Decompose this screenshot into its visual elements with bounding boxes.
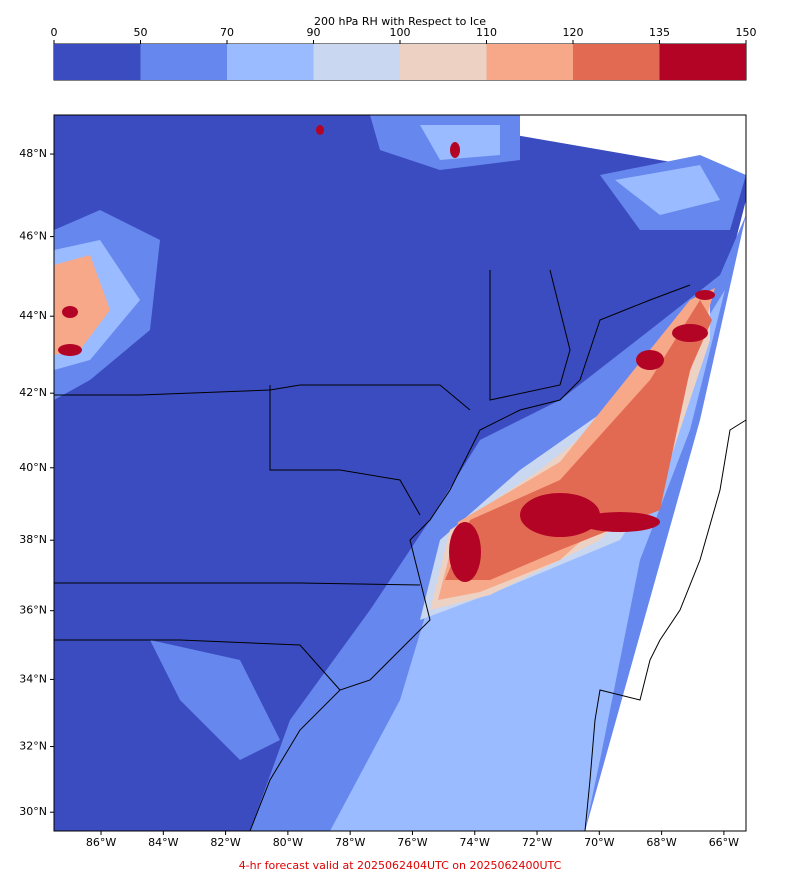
colorbar-segment (140, 44, 227, 80)
rh-region (150, 640, 280, 760)
rh-region (62, 306, 78, 318)
footer: 4-hr forecast valid at 2025062404UTC on … (239, 859, 562, 872)
y-tick-label: 46°N (19, 230, 47, 243)
state-line (269, 385, 421, 516)
rh-region (58, 344, 82, 356)
y-tick-label: 48°N (19, 147, 47, 160)
state-line (54, 582, 421, 586)
x-tick-label: 82°W (210, 836, 240, 849)
rh-region (420, 125, 500, 160)
colorbar-title: 200 hPa RH with Respect to Ice (314, 15, 486, 28)
colorbar-tick-label: 100 (390, 26, 411, 39)
y-tick-label: 34°N (19, 672, 47, 685)
colorbar-tick-label: 70 (220, 26, 234, 39)
rh-region (445, 300, 712, 580)
colorbar-segment (54, 44, 141, 80)
rh-field (54, 115, 746, 831)
x-tick-label: 76°W (397, 836, 427, 849)
x-tick-label: 80°W (273, 836, 303, 849)
colorbar-tick-label: 110 (476, 26, 497, 39)
plot-frame (53, 114, 747, 832)
x-tick-label: 68°W (646, 836, 676, 849)
rh-region (449, 522, 481, 582)
coastline (584, 419, 747, 832)
x-tick-label: 66°W (709, 836, 739, 849)
x-tick-label: 74°W (460, 836, 490, 849)
colorbar-segment (659, 44, 746, 80)
y-tick-label: 38°N (19, 533, 47, 546)
rh-region (54, 255, 110, 355)
rh-region (450, 142, 460, 158)
colorbar-tick-label: 50 (134, 26, 148, 39)
x-tick-label: 78°W (335, 836, 365, 849)
colorbar-segment (227, 44, 314, 80)
colorbar-tick-label: 150 (736, 26, 757, 39)
state-line (54, 384, 471, 411)
rh-region (316, 125, 324, 135)
colorbar-segment (313, 44, 400, 80)
y-tick-label: 40°N (19, 461, 47, 474)
y-tick-label: 42°N (19, 386, 47, 399)
boundaries (54, 269, 747, 832)
rh-region (580, 512, 660, 532)
rh-region (636, 350, 664, 370)
colorbar-tick-label: 120 (563, 26, 584, 39)
y-tick-label: 36°N (19, 604, 47, 617)
x-tick-label: 86°W (86, 836, 116, 849)
x-tick-label: 70°W (584, 836, 614, 849)
rh-region (695, 290, 715, 300)
rh-region (672, 324, 708, 342)
y-tick-label: 44°N (19, 309, 47, 322)
x-tick-label: 72°W (522, 836, 552, 849)
colorbar-segment (573, 44, 660, 80)
rh-region (520, 493, 600, 537)
state-line (489, 269, 571, 401)
colorbar-tick-label: 135 (649, 26, 670, 39)
rh-region (615, 165, 720, 215)
x-tick-label: 84°W (148, 836, 178, 849)
colorbar-tick-label: 90 (307, 26, 321, 39)
y-tick-label: 32°N (19, 740, 47, 753)
colorbar-segment (400, 44, 487, 80)
y-tick-label: 30°N (19, 805, 47, 818)
colorbar-tick-label: 0 (51, 26, 58, 39)
colorbar-segment (486, 44, 573, 80)
state-line (54, 639, 341, 691)
